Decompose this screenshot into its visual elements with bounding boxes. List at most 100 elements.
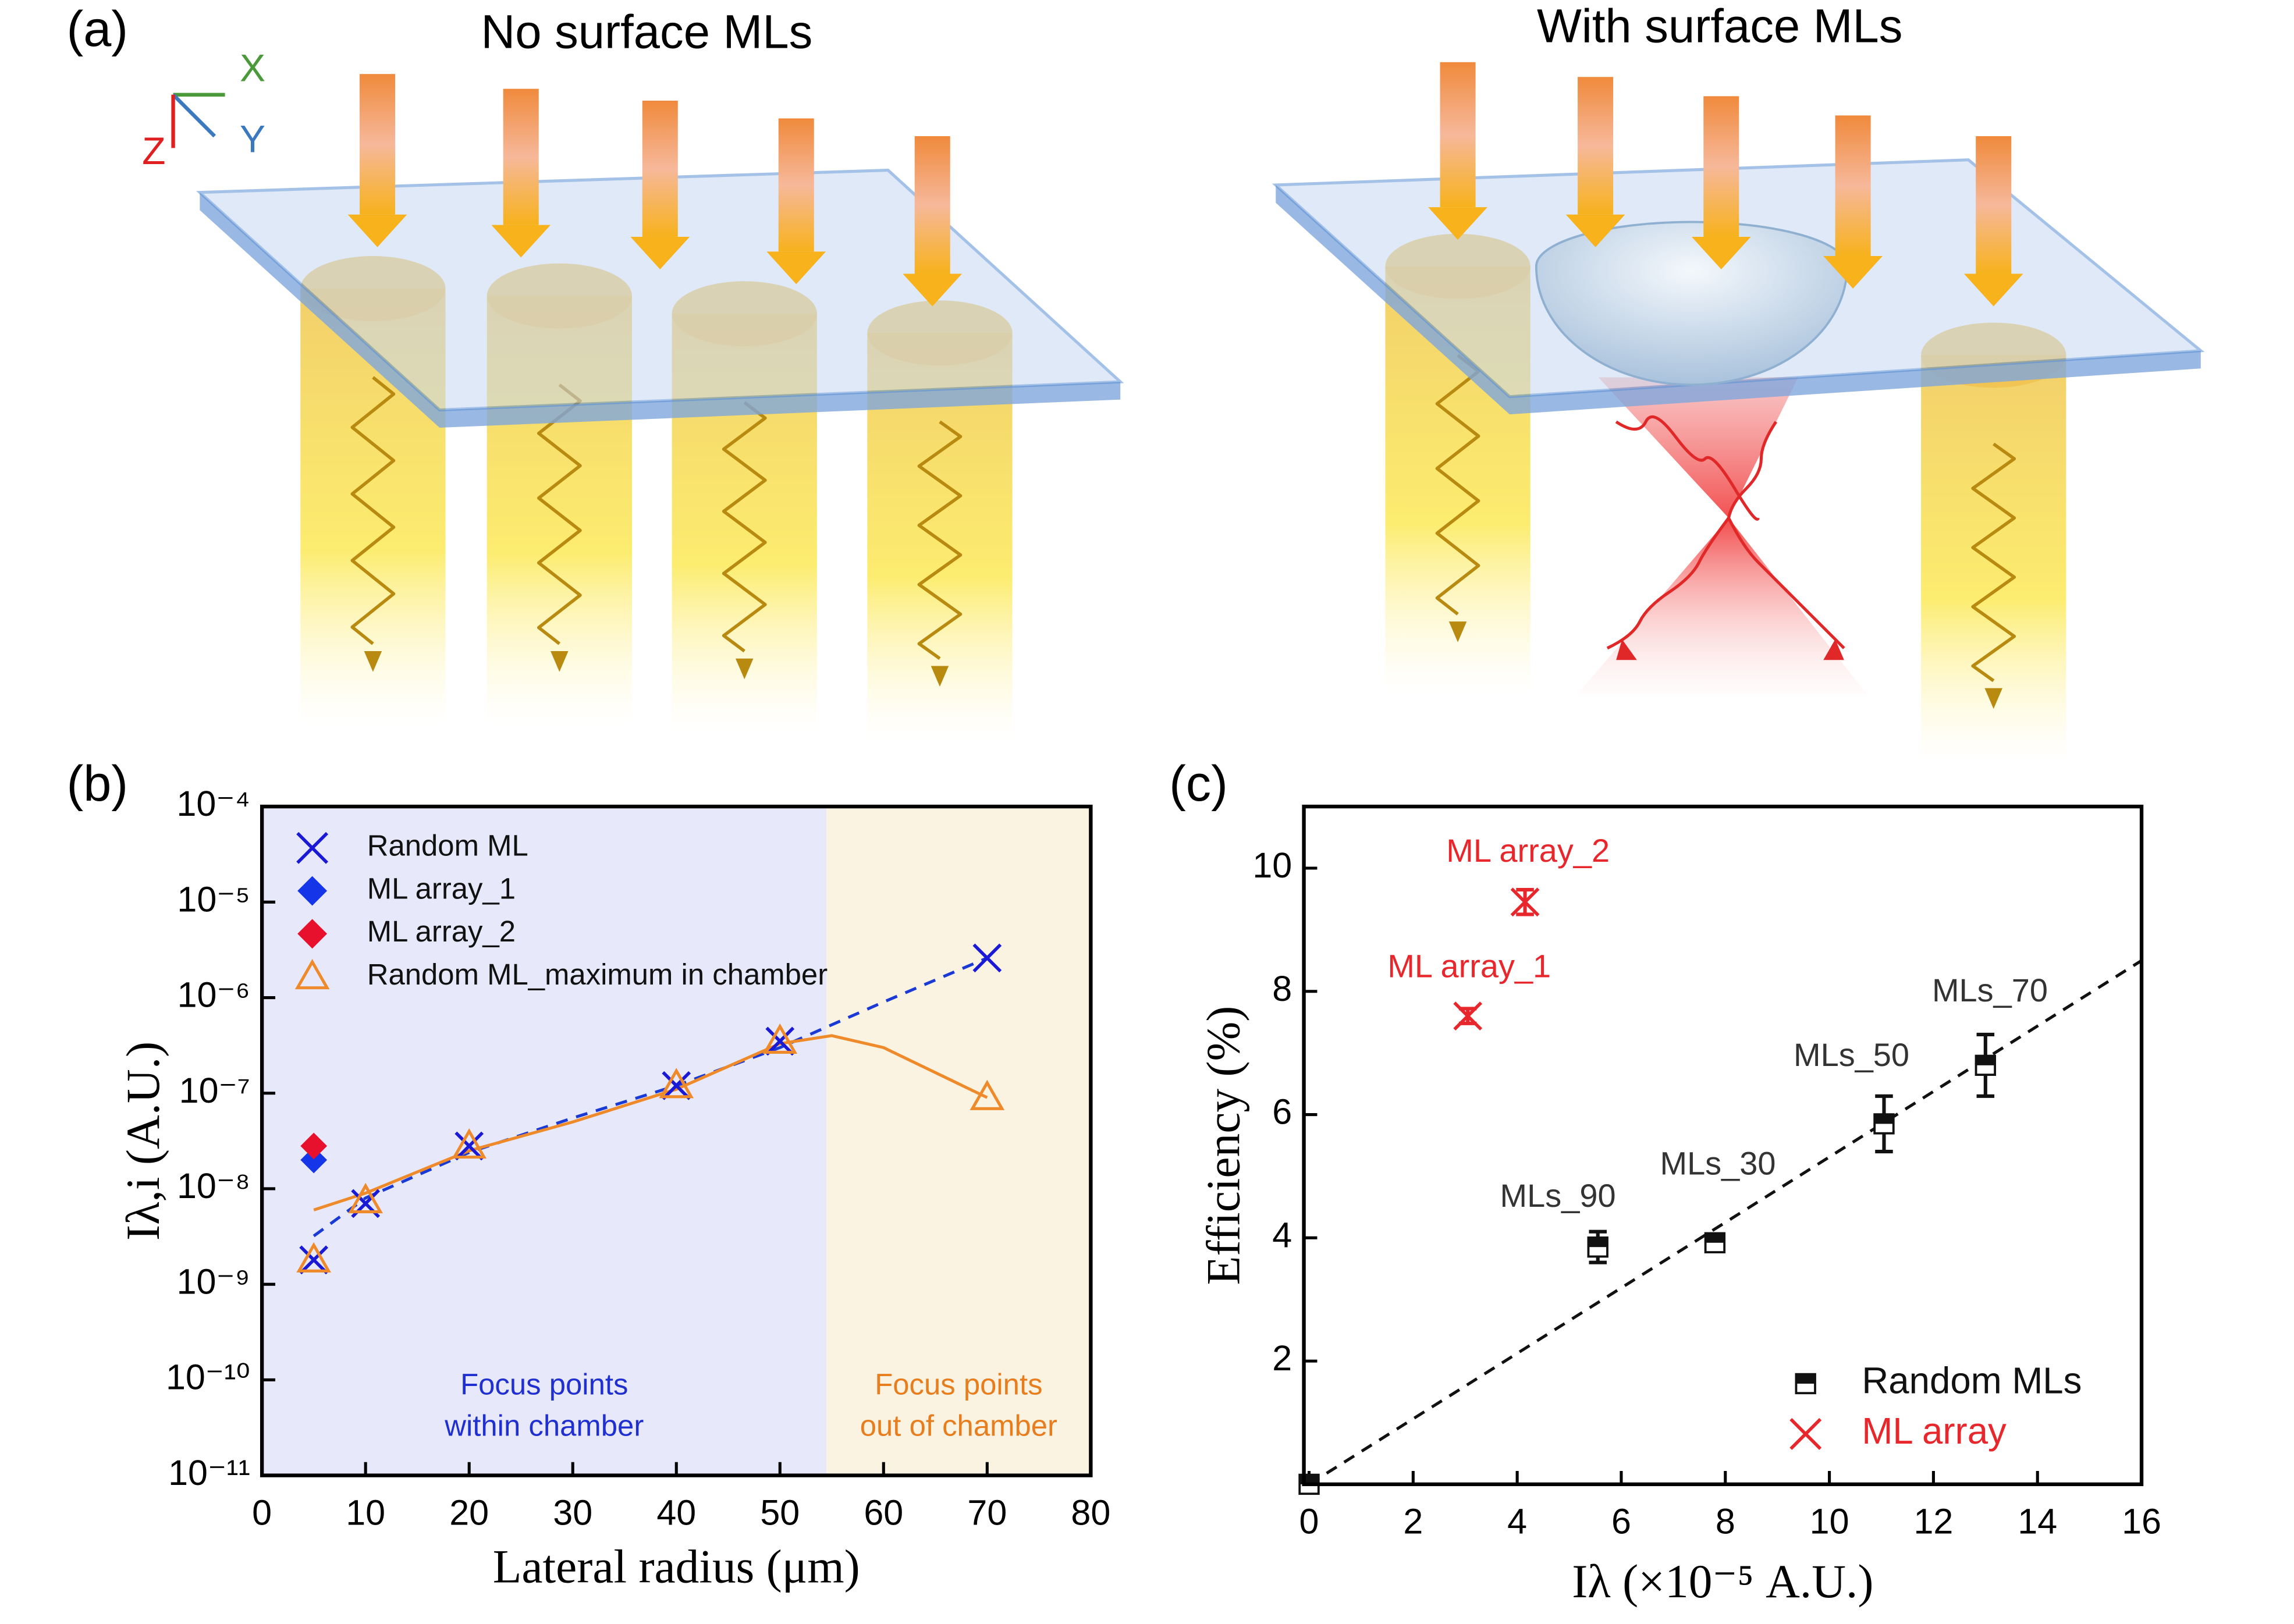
point-label: ML array_2 (1446, 832, 1610, 869)
axis-label: X (240, 47, 265, 90)
arrow-head (1823, 639, 1844, 660)
light-arrow (914, 136, 950, 274)
arrow-head (364, 651, 382, 672)
chart: 0 2 4 6 8 10 12 14 16 2 4 6 8 10 MLs_90 MLs_30 MLs_50 MLs… (1169, 756, 2161, 1608)
plot-frame (1302, 804, 2144, 1487)
y-tick-label: 8 (1272, 969, 1292, 1008)
x-tick-label: 40 (656, 1492, 696, 1532)
marker (454, 1131, 484, 1161)
marker-shape (762, 1023, 798, 1054)
y-axis-title: Iλ,i (A.U.) (116, 1042, 169, 1241)
light-arrow-head (1963, 273, 2023, 307)
y-tick-label: 10⁻⁷ (179, 1071, 250, 1110)
arrow-head (1984, 688, 2002, 709)
light-arrow-head (491, 225, 551, 258)
x-tick-label: 50 (760, 1492, 800, 1532)
x-tick-label: 10 (346, 1492, 385, 1532)
legend-label: ML array_2 (367, 915, 516, 948)
marker-stroke (1510, 887, 1540, 917)
marker (452, 1128, 487, 1159)
wave (1971, 442, 2016, 683)
light-arrow (1578, 77, 1614, 215)
x-tick-label: 80 (1071, 1492, 1110, 1532)
marker (1975, 1054, 1997, 1076)
panel-label: (c) (1169, 756, 1228, 812)
red-wave (1606, 517, 1730, 650)
wave (917, 420, 963, 660)
x-tick-label: 30 (553, 1492, 592, 1532)
light-arrow (642, 100, 678, 237)
charts: Focus points within chamber Focus points ou… (66, 756, 2161, 1608)
marker-shape (1976, 1056, 1995, 1065)
marker (1789, 1418, 1822, 1450)
marker-stroke (296, 831, 329, 864)
panel-title: With surface MLs (1537, 0, 1903, 52)
legend-label: Random ML_maximum in chamber (367, 958, 828, 991)
y-tick-label: 2 (1272, 1338, 1292, 1378)
legend-label: Random ML (367, 829, 528, 862)
x-axis-title: Iλ (×10⁻⁵ A.U.) (1572, 1555, 1873, 1608)
y-tick-label: 10 (1252, 845, 1292, 885)
y-tick-label: 4 (1272, 1215, 1292, 1255)
chart: Focus points within chamber Focus points ou… (66, 756, 1110, 1593)
marker (972, 943, 1002, 973)
x-tick-label: 0 (252, 1492, 272, 1532)
fit-line (1308, 959, 2143, 1486)
point-label: MLs_30 (1660, 1145, 1775, 1181)
y-tick-label: 10⁻⁴ (177, 784, 250, 823)
marker-shape (297, 876, 328, 906)
arrow-head (551, 651, 569, 672)
light-arrow-head (1691, 236, 1751, 269)
marker-stroke (662, 1071, 691, 1100)
focus-cone (1576, 377, 1868, 696)
marker (662, 1071, 691, 1100)
region (826, 806, 1091, 1476)
y-tick-label: 10⁻¹⁰ (166, 1358, 250, 1397)
marker (297, 876, 328, 906)
light-arrow (1440, 62, 1476, 208)
point-label: MLs_90 (1500, 1177, 1616, 1214)
legend-label: ML array (1862, 1410, 2007, 1452)
red-wave (1727, 517, 1845, 649)
marker (762, 1023, 798, 1054)
light-arrow (1703, 96, 1739, 237)
marker-stroke (1453, 1001, 1483, 1030)
light-arrow-head (630, 236, 690, 269)
axis-label: Z (142, 130, 165, 173)
light-arrow-head (1428, 207, 1487, 240)
light-arrow-head (347, 214, 407, 247)
x-tick-label: 10 (1810, 1502, 1849, 1541)
marker-shape (1705, 1233, 1725, 1243)
panel-label: (b) (66, 756, 128, 812)
marker (1453, 1001, 1483, 1030)
wave (350, 376, 396, 645)
y-tick-label: 10⁻⁵ (177, 879, 250, 919)
light-arrow (1835, 115, 1871, 257)
y-tick-label: 10⁻⁹ (177, 1261, 250, 1301)
x-tick-label: 70 (967, 1492, 1007, 1532)
x-axis-title: Lateral radius (μm) (493, 1540, 860, 1593)
point-label: MLs_70 (1932, 972, 2048, 1008)
x-tick-label: 4 (1507, 1502, 1527, 1541)
region (262, 806, 827, 1476)
red-wave (1615, 415, 1760, 521)
legend-label: Random MLs (1862, 1360, 2082, 1402)
marker (1704, 1232, 1726, 1253)
light-arrow (360, 74, 396, 215)
marker-stroke (972, 943, 1002, 973)
red-wave (1727, 421, 1777, 518)
marker (299, 1245, 329, 1275)
marker (296, 831, 329, 864)
arrow-head (931, 666, 949, 687)
marker-stroke (299, 1245, 329, 1275)
marker (1795, 1373, 1816, 1395)
panel-title: No surface MLs (481, 6, 812, 59)
marker (296, 1242, 331, 1273)
y-tick-label: 6 (1272, 1092, 1292, 1132)
marker-shape (294, 959, 330, 990)
y-tick-label: 10⁻⁸ (177, 1166, 250, 1206)
marker-shape (659, 1068, 694, 1099)
marker-shape (1588, 1237, 1608, 1248)
